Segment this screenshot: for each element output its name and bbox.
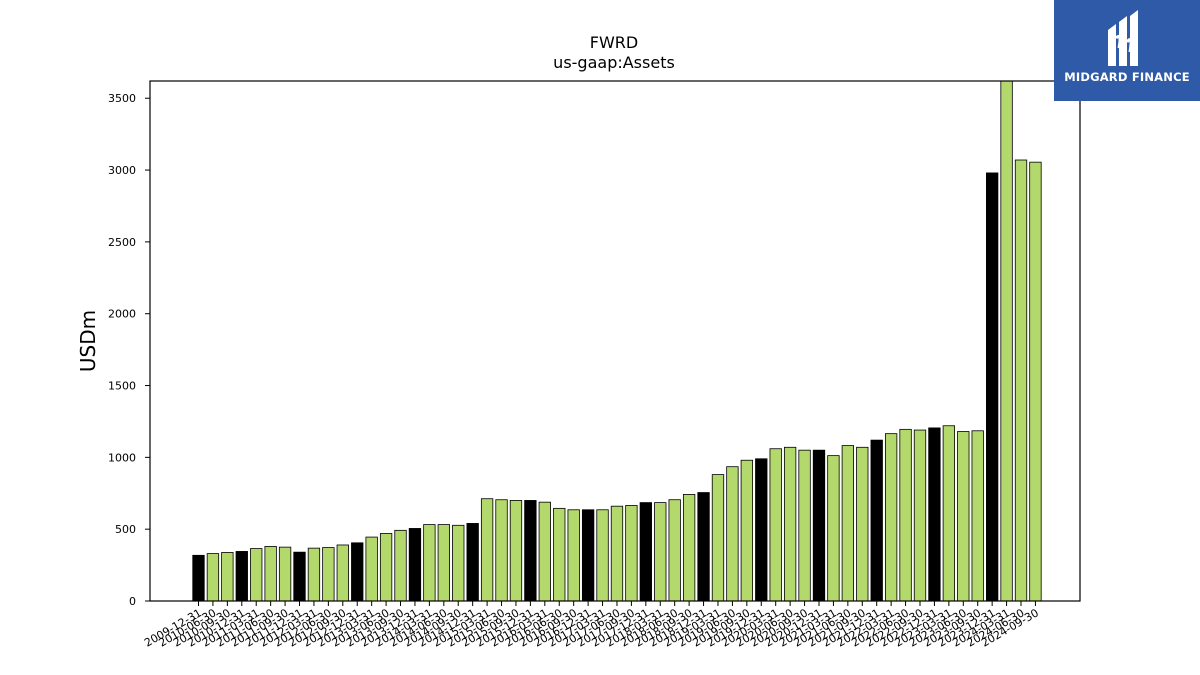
bar-2011-06-30 (264, 546, 277, 601)
x-axis-ticks: 2009-12-312010-06-302010-09-302010-12-31… (142, 601, 1041, 650)
y-tick-label: 0 (129, 595, 136, 608)
bar-2018-06-30 (668, 499, 681, 601)
bar-2011-12-31 (293, 551, 306, 601)
bar-2022-03-31 (884, 433, 898, 601)
bar-2012-09-30 (336, 544, 349, 601)
y-axis-label: USDm (76, 310, 100, 372)
chart-subtitle: us-gaap:Assets (553, 53, 675, 72)
bar-2020-06-30 (783, 446, 797, 601)
bar-2018-12-31 (697, 492, 710, 601)
bar-2022-09-30 (913, 429, 927, 601)
bar-2020-09-30 (798, 449, 811, 601)
logo-text: MIDGARD FINANCE (1064, 70, 1190, 84)
bar-2020-03-31 (769, 448, 782, 601)
bar-2023-09-30 (971, 430, 984, 601)
bar-2019-06-30 (726, 466, 739, 601)
plot-frame (149, 80, 1081, 602)
bar-2019-12-31 (755, 458, 768, 601)
y-tick-label: 500 (115, 523, 136, 536)
bar-2023-12-31 (986, 172, 999, 601)
bar-2011-03-31 (250, 548, 263, 601)
midgard-logo-icon (1108, 10, 1138, 66)
bar-2015-03-31 (480, 498, 494, 601)
bar-2021-06-30 (841, 445, 854, 601)
y-tick-label: 2500 (108, 236, 136, 249)
bar-2023-03-31 (942, 425, 956, 601)
bar-2022-12-31 (928, 427, 941, 601)
bar-2014-12-31 (466, 523, 479, 601)
bar-2012-03-31 (307, 547, 321, 601)
bar-2016-09-30 (567, 509, 580, 601)
bar-2019-03-31 (711, 474, 725, 601)
y-tick-label: 3500 (108, 92, 136, 105)
bar-2015-09-30 (509, 500, 523, 601)
bar-2022-06-30 (899, 428, 912, 601)
bar-2024-09-30 (1029, 161, 1042, 601)
bar-2017-06-30 (610, 505, 624, 601)
bar-2015-12-31 (524, 500, 537, 601)
bar-2018-09-30 (682, 494, 696, 601)
bar-2010-12-31 (235, 551, 248, 601)
bar-2021-12-31 (870, 439, 883, 601)
bar-2017-12-31 (639, 502, 652, 601)
y-tick-label: 2000 (108, 308, 136, 321)
bar-2010-06-30 (206, 553, 220, 601)
bar-2013-03-31 (365, 536, 378, 601)
bar-2013-09-30 (394, 529, 407, 601)
bar-2012-12-31 (351, 542, 364, 601)
bar-2014-06-30 (437, 524, 450, 601)
bar-2020-12-31 (812, 449, 826, 601)
bar-2014-03-31 (423, 524, 436, 601)
bar-2010-09-30 (221, 552, 234, 601)
bar-2015-06-30 (495, 499, 508, 601)
bar-2024-06-30 (1014, 159, 1028, 601)
chart-title: FWRD (590, 33, 638, 52)
bar-2014-09-30 (452, 524, 465, 601)
bar-2021-09-30 (856, 446, 869, 601)
bar-2024-03-31 (1000, 81, 1013, 601)
bar-2009-12-31 (192, 554, 205, 601)
y-axis-ticks: 0 500 1000 1500 2000 2500 3000 3500 (108, 92, 150, 608)
bar-2013-06-30 (379, 533, 393, 601)
bar-2016-03-31 (538, 501, 551, 601)
bar-2019-09-30 (740, 459, 753, 601)
bar-2018-03-31 (654, 502, 667, 601)
bar-2013-12-31 (408, 528, 422, 601)
y-tick-label: 1500 (108, 380, 136, 393)
bar-2017-03-31 (596, 509, 609, 601)
y-tick-label: 1000 (108, 451, 136, 464)
bar-2016-06-30 (553, 507, 566, 601)
bar-2012-06-30 (322, 547, 335, 601)
bar-2017-09-30 (625, 505, 638, 601)
brand-logo: MIDGARD FINANCE (1054, 0, 1200, 101)
bar-2021-03-31 (827, 455, 840, 601)
bar-2011-09-30 (278, 546, 292, 601)
bar-2023-06-30 (957, 431, 970, 601)
bars-group (192, 81, 1042, 601)
bar-2016-12-31 (581, 509, 595, 601)
y-tick-label: 3000 (108, 164, 136, 177)
